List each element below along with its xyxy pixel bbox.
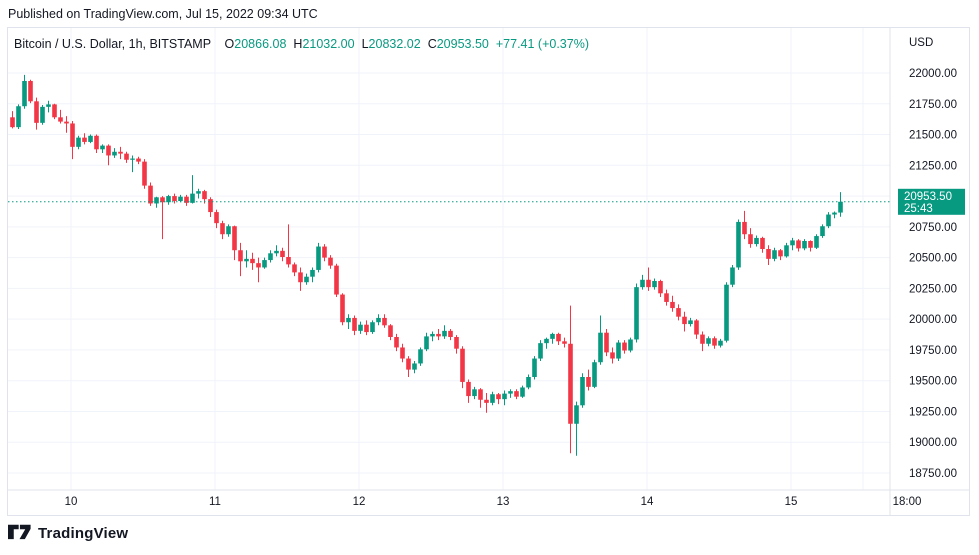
svg-text:20750.00: 20750.00 (909, 222, 957, 234)
svg-text:19000.00: 19000.00 (909, 437, 957, 449)
change-value: +77.41 (+0.37%) (495, 37, 589, 51)
svg-text:20250.00: 20250.00 (909, 283, 957, 295)
svg-text:20500.00: 20500.00 (909, 253, 957, 265)
svg-text:22000.00: 22000.00 (909, 68, 957, 80)
svg-text:19250.00: 19250.00 (909, 406, 957, 418)
low-value: 20832.02 (368, 37, 421, 51)
tradingview-logo-icon (8, 524, 31, 540)
tradingview-link[interactable]: TradingView (8, 524, 128, 542)
svg-text:18750.00: 18750.00 (909, 468, 957, 480)
svg-text:19750.00: 19750.00 (909, 345, 957, 357)
chart-legend: Bitcoin / U.S. Dollar, 1h, BITSTAMP O208… (14, 37, 589, 51)
symbol-title: Bitcoin / U.S. Dollar, 1h, BITSTAMP (14, 37, 212, 51)
svg-text:12: 12 (353, 496, 366, 508)
svg-text:13: 13 (497, 496, 510, 508)
open-value: 20866.08 (234, 37, 287, 51)
svg-text:21250.00: 21250.00 (909, 160, 957, 172)
candlestick-chart[interactable]: 22000.0021750.0021500.0021250.0021000.00… (8, 28, 969, 515)
svg-text:21750.00: 21750.00 (909, 99, 957, 111)
high-label: H (293, 37, 303, 51)
published-line: Published on TradingView.com, Jul 15, 20… (8, 7, 318, 21)
svg-text:20000.00: 20000.00 (909, 314, 957, 326)
svg-text:19500.00: 19500.00 (909, 376, 957, 388)
low-label: L (361, 37, 369, 51)
open-label: O (224, 37, 235, 51)
close-label: C (427, 37, 437, 51)
chart-container: 22000.0021750.0021500.0021250.0021000.00… (7, 27, 970, 516)
close-value: 20953.50 (436, 37, 489, 51)
svg-text:18:00: 18:00 (893, 496, 922, 508)
high-value: 21032.00 (302, 37, 355, 51)
svg-text:11: 11 (209, 496, 221, 508)
svg-text:15: 15 (785, 496, 798, 508)
svg-text:25:43: 25:43 (904, 203, 933, 215)
svg-text:USD: USD (909, 37, 933, 49)
svg-text:14: 14 (641, 496, 654, 508)
svg-text:20953.50: 20953.50 (904, 191, 952, 203)
svg-text:10: 10 (65, 496, 78, 508)
svg-text:21500.00: 21500.00 (909, 130, 957, 142)
tradingview-brand-text: TradingView (38, 524, 129, 542)
